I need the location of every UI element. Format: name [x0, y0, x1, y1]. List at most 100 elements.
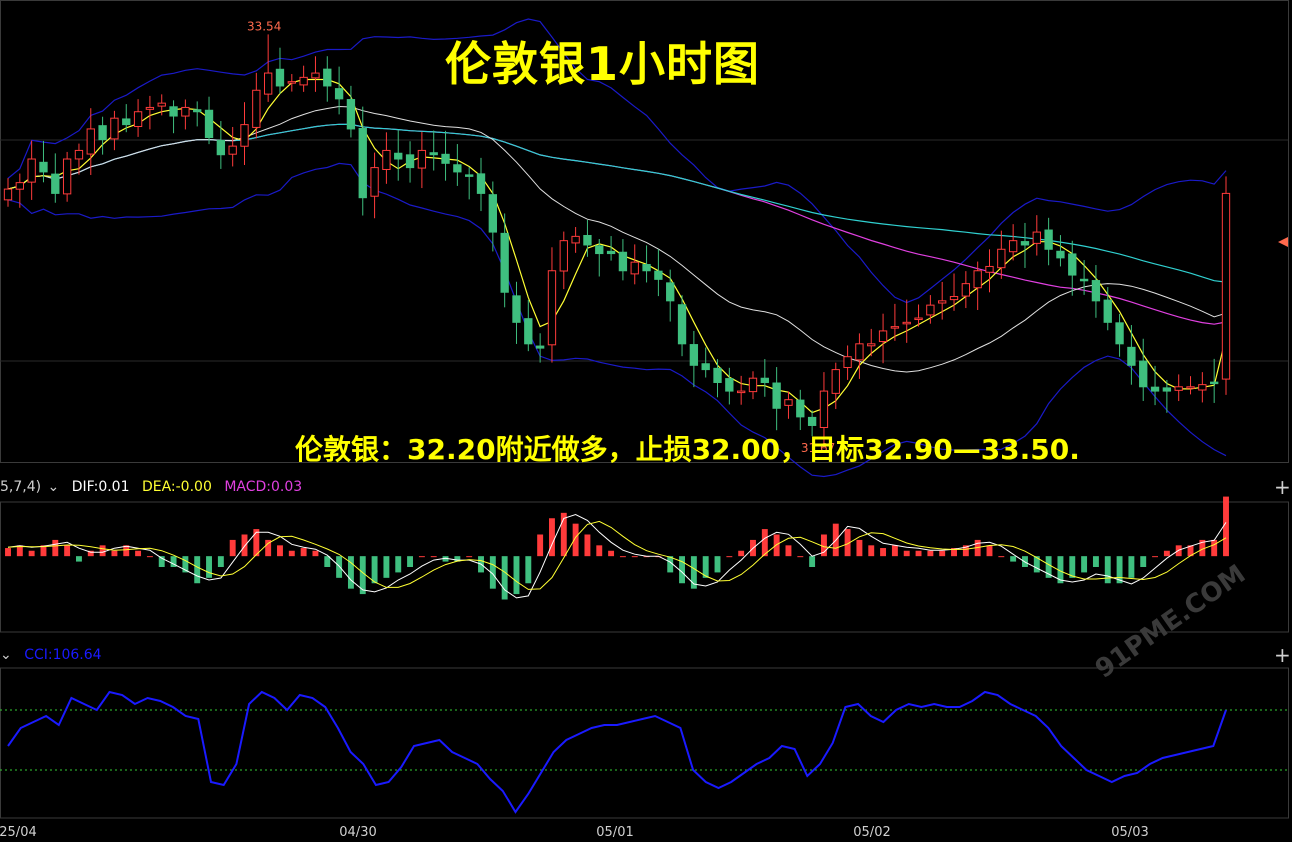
- cci-line: [7, 690, 1227, 814]
- macd-bar: [915, 550, 922, 557]
- candle-body: [618, 251, 628, 272]
- candle-body: [1139, 360, 1148, 388]
- candle-body: [1032, 231, 1041, 244]
- macd-bar: [962, 545, 969, 557]
- macd-bar: [253, 529, 260, 557]
- candle-body: [1008, 240, 1018, 253]
- macd-bar: [135, 550, 142, 557]
- x-axis-label: 05/03: [1111, 825, 1148, 840]
- candle-body: [275, 68, 285, 87]
- macd-bar: [64, 545, 71, 557]
- candle-body: [973, 270, 982, 289]
- macd-bar: [537, 534, 544, 557]
- candle-body: [938, 300, 947, 304]
- macd-bar: [974, 539, 981, 557]
- x-axis-label: 05/01: [596, 825, 633, 840]
- candle-body: [890, 326, 900, 329]
- macd-bar: [761, 529, 768, 557]
- macd-panel: [5, 496, 1229, 600]
- dea-line: [7, 520, 1227, 590]
- candle-body: [902, 321, 911, 325]
- macd-bar: [407, 556, 414, 567]
- macd-bar: [170, 556, 177, 567]
- macd-value: MACD:0.03: [224, 479, 303, 495]
- candle-body: [169, 106, 178, 117]
- macd-bar: [1081, 556, 1088, 573]
- candle-body: [500, 232, 509, 293]
- macd-bar: [347, 556, 354, 589]
- macd-bar: [1092, 556, 1099, 567]
- candle-body: [760, 377, 769, 383]
- candle-body: [748, 377, 758, 393]
- macd-bar: [525, 556, 532, 584]
- x-axis-label: 25/04: [0, 825, 37, 840]
- macd-bar: [572, 523, 579, 557]
- macd-bar: [1187, 545, 1194, 557]
- macd-bar: [28, 550, 35, 557]
- candle-body: [949, 296, 959, 301]
- macd-bar: [146, 556, 153, 558]
- macd-bar: [619, 556, 626, 558]
- candle-body: [216, 139, 226, 156]
- candle-body: [1103, 299, 1112, 323]
- macd-bar: [454, 556, 461, 562]
- candle-body: [3, 188, 13, 201]
- candle-body: [606, 250, 616, 255]
- candle-body: [985, 265, 994, 273]
- candle-body: [1221, 192, 1231, 380]
- macd-bar: [773, 534, 780, 557]
- macd-bar: [194, 556, 201, 584]
- ma-slow-magenta-line: [7, 123, 1227, 325]
- low-price-label: 31.67: [801, 441, 835, 455]
- candle-body: [1198, 384, 1207, 391]
- macd-bar: [489, 556, 496, 589]
- candle-body: [441, 153, 450, 164]
- macd-bar: [903, 550, 910, 557]
- candle-body: [725, 378, 734, 392]
- candle-body: [27, 158, 36, 183]
- macd-bar: [998, 556, 1005, 558]
- macd-bar: [820, 534, 827, 557]
- chevron-down-icon[interactable]: ⌄: [0, 647, 12, 663]
- macd-bar: [1163, 550, 1170, 557]
- macd-bar: [5, 548, 11, 557]
- candle-body: [961, 283, 971, 297]
- macd-bar: [277, 545, 283, 557]
- macd-bar: [1033, 556, 1040, 573]
- candle-body: [86, 128, 95, 155]
- macd-bar: [40, 545, 47, 557]
- candle-body: [1044, 229, 1053, 250]
- candle-body: [583, 234, 592, 246]
- macd-bar: [868, 545, 875, 557]
- macd-bar: [1128, 556, 1135, 578]
- candlestick-panel: 33.54 31.67: [3, 18, 1288, 478]
- macd-bar: [1140, 556, 1147, 567]
- macd-bar: [123, 545, 130, 557]
- candle-body: [1162, 387, 1172, 392]
- candle-body: [145, 106, 155, 110]
- cci-add-icon[interactable]: +: [1274, 643, 1291, 667]
- candle-body: [488, 194, 498, 233]
- macd-bar: [158, 556, 165, 567]
- dif-line: [7, 513, 1227, 599]
- macd-add-icon[interactable]: +: [1274, 475, 1291, 499]
- candle-body: [784, 399, 793, 406]
- chart-title: 伦敦银1小时图: [445, 37, 761, 91]
- candle-body: [228, 145, 237, 155]
- macd-bar: [371, 556, 378, 584]
- macd-bar: [111, 550, 118, 557]
- macd-bar: [690, 556, 697, 589]
- macd-bar: [241, 534, 248, 557]
- macd-bar: [324, 556, 331, 567]
- candle-body: [311, 72, 320, 79]
- candle-body: [74, 149, 84, 160]
- macd-bar: [584, 534, 591, 557]
- candle-body: [334, 88, 344, 100]
- cci-frame: [0, 667, 1289, 819]
- candle-body: [394, 152, 403, 160]
- chevron-down-icon[interactable]: ⌄: [47, 479, 60, 495]
- candle-body: [1127, 346, 1136, 366]
- candle-body: [204, 109, 214, 139]
- candle-body: [1079, 278, 1089, 282]
